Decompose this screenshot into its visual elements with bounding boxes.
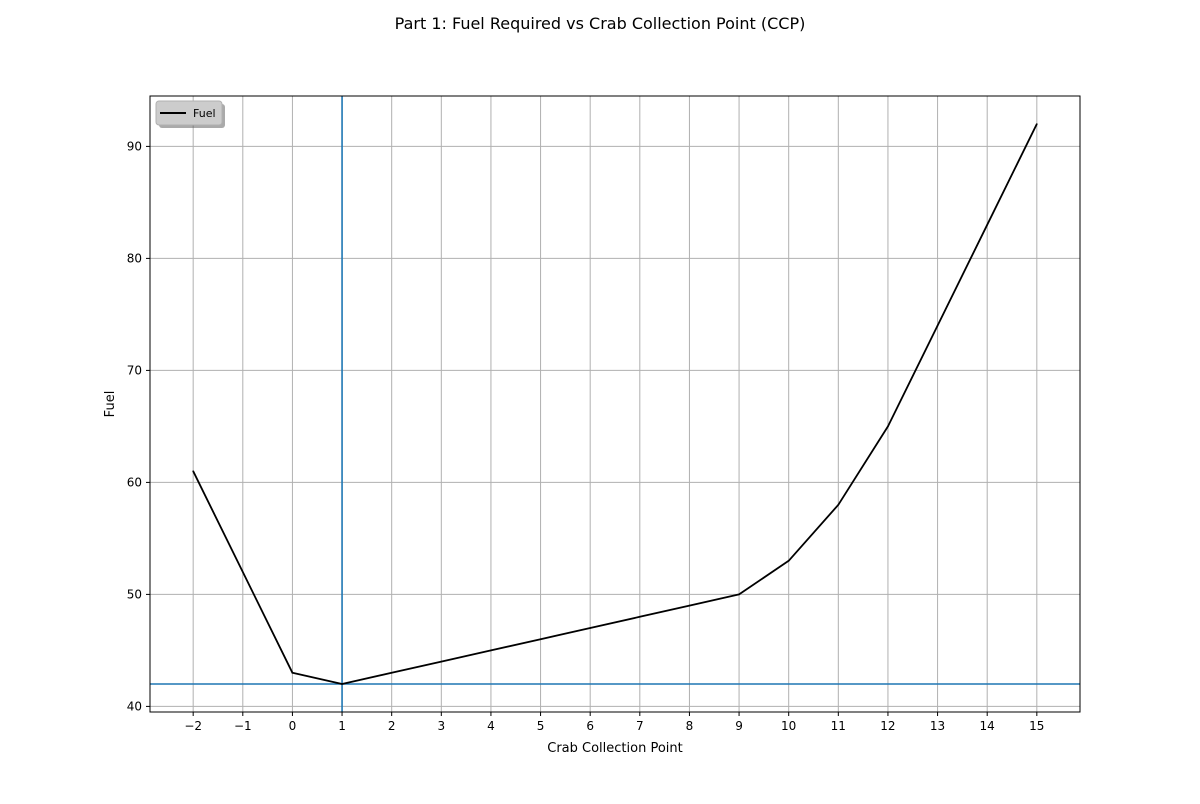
y-tick-label: 90 bbox=[127, 139, 142, 153]
data-point bbox=[1036, 123, 1038, 125]
series-layer bbox=[192, 123, 1038, 685]
data-point bbox=[887, 425, 889, 428]
data-point bbox=[837, 504, 840, 506]
y-tick-label: 40 bbox=[127, 699, 142, 713]
x-tick-label: 8 bbox=[686, 719, 694, 733]
x-tick-label: 3 bbox=[437, 719, 445, 733]
data-point bbox=[639, 616, 641, 618]
x-tick-label: 2 bbox=[388, 719, 396, 733]
x-tick-label: 1 bbox=[338, 719, 346, 733]
grid-lines bbox=[150, 96, 1080, 712]
data-point bbox=[589, 627, 591, 629]
x-tick-label: 14 bbox=[980, 719, 995, 733]
x-tick-label: 9 bbox=[735, 719, 743, 733]
x-tick-label: 5 bbox=[537, 719, 545, 733]
data-point bbox=[341, 683, 343, 685]
x-axis-label: Crab Collection Point bbox=[547, 741, 682, 756]
y-tick-label: 60 bbox=[127, 475, 142, 489]
legend: Fuel bbox=[155, 100, 225, 128]
x-tick-label: 4 bbox=[487, 719, 495, 733]
data-point bbox=[440, 660, 443, 663]
data-point bbox=[787, 560, 790, 562]
x-tick-label: 13 bbox=[930, 719, 945, 733]
y-tick-label: 70 bbox=[127, 363, 142, 377]
x-tick-label: −2 bbox=[184, 719, 202, 733]
x-tick-label: 10 bbox=[781, 719, 796, 733]
y-axis-label: Fuel bbox=[103, 391, 118, 418]
plot-frame bbox=[149, 95, 1081, 713]
x-axis: −2 −1 0 1 2 3 4 5 6 7 8 9 10 11 12 13 14 15 bbox=[184, 712, 1044, 733]
reference-lines bbox=[150, 96, 1080, 712]
chart-title: Part 1: Fuel Required vs Crab Collection… bbox=[395, 14, 806, 33]
data-point bbox=[539, 638, 542, 640]
x-tick-label: −1 bbox=[234, 719, 252, 733]
legend-box bbox=[155, 100, 223, 126]
data-point bbox=[490, 649, 492, 652]
data-point bbox=[688, 604, 691, 607]
x-tick-label: 12 bbox=[880, 719, 895, 733]
y-axis: 40 50 60 70 80 90 bbox=[127, 139, 150, 713]
x-tick-label: 11 bbox=[831, 719, 846, 733]
y-tick-label: 80 bbox=[127, 251, 142, 265]
legend-label-fuel: Fuel bbox=[193, 107, 216, 120]
data-point bbox=[192, 470, 194, 473]
y-tick-label: 50 bbox=[127, 587, 142, 601]
series-line-fuel bbox=[192, 123, 1038, 685]
data-point bbox=[936, 324, 939, 327]
x-tick-label: 0 bbox=[289, 719, 297, 733]
x-tick-label: 6 bbox=[586, 719, 594, 733]
data-point bbox=[986, 224, 988, 226]
data-point bbox=[390, 672, 393, 674]
data-point bbox=[738, 593, 740, 596]
data-point bbox=[291, 672, 294, 674]
x-tick-label: 15 bbox=[1029, 719, 1044, 733]
x-tick-label: 7 bbox=[636, 719, 644, 733]
